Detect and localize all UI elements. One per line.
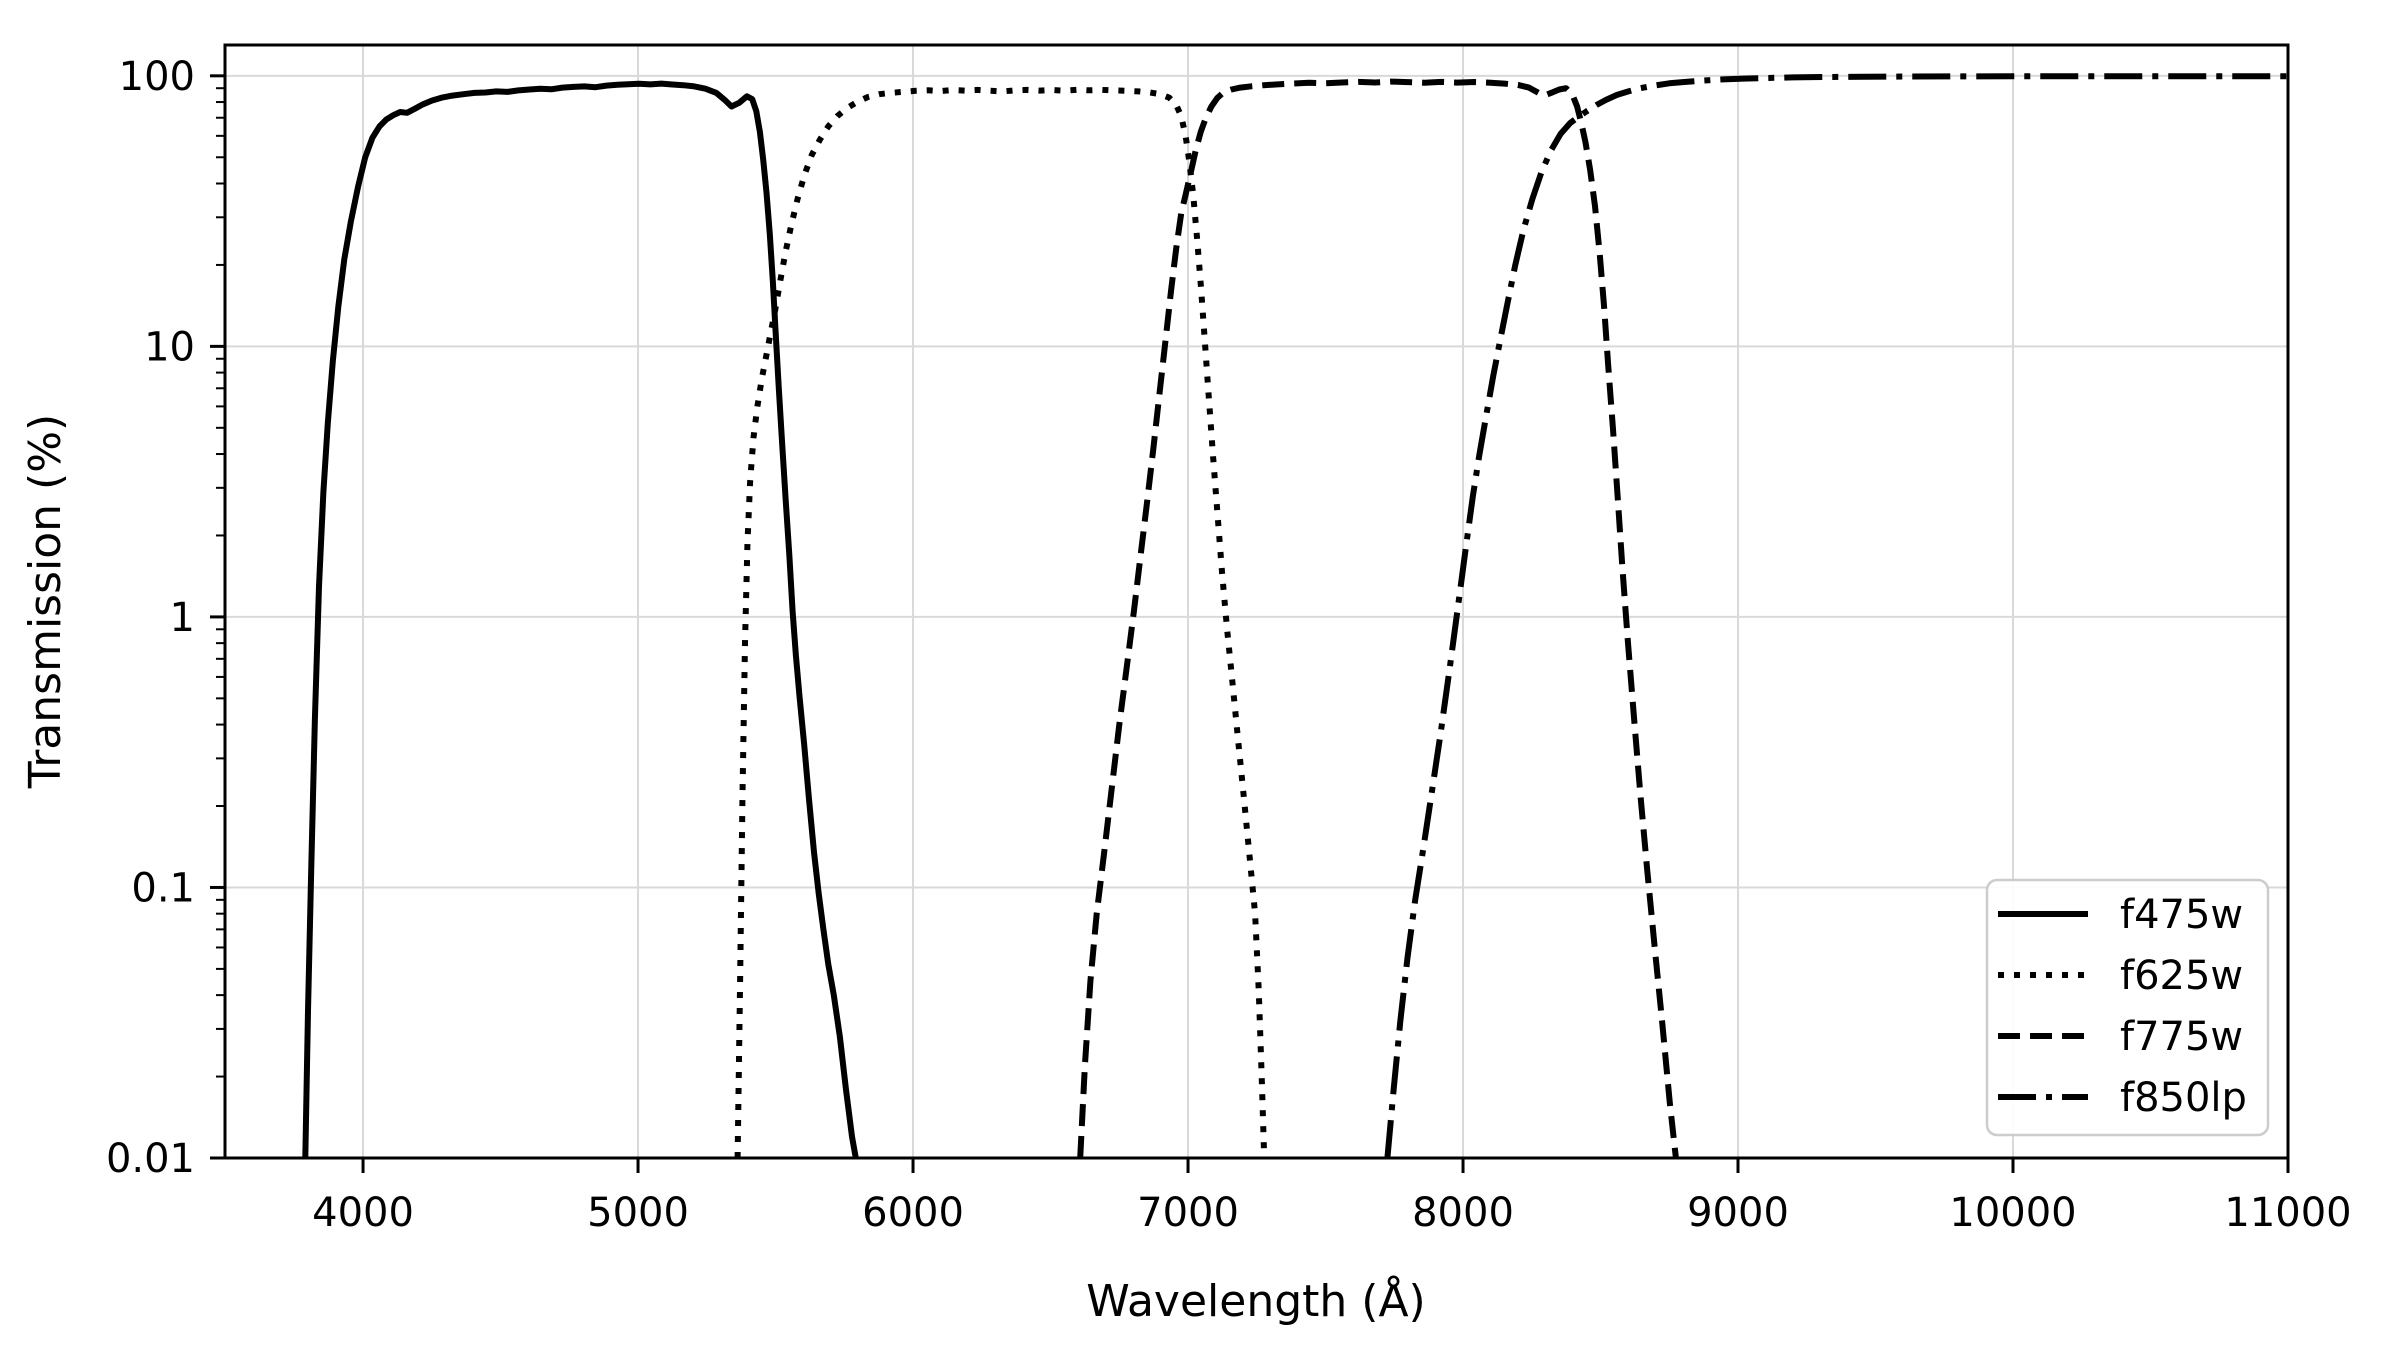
x-tick-label: 11000 xyxy=(2224,1190,2351,1236)
x-tick-label: 6000 xyxy=(862,1190,964,1236)
x-tick-label: 10000 xyxy=(1949,1190,2076,1236)
y-tick-label: 0.1 xyxy=(131,865,195,911)
x-tick-label: 7000 xyxy=(1137,1190,1239,1236)
series-f625w-line xyxy=(734,86,1268,1159)
series-f850lp-line xyxy=(1384,73,2288,1159)
series-f475w-line xyxy=(302,80,859,1159)
y-axis-label: Transmission (%) xyxy=(20,414,71,789)
x-axis-label: Wavelength (Å) xyxy=(1086,1274,1425,1327)
legend-label-f625w: f625w xyxy=(2120,953,2243,999)
grid-lines xyxy=(225,45,2289,1159)
plot-border xyxy=(223,43,2290,1160)
x-tick-label: 8000 xyxy=(1412,1190,1514,1236)
x-tick-label: 9000 xyxy=(1687,1190,1789,1236)
y-tick-label: 0.01 xyxy=(106,1136,195,1182)
legend: f475w f625w f775w f850lp xyxy=(1985,878,2270,1137)
x-tick-label: 5000 xyxy=(587,1190,689,1236)
series-f775w-line xyxy=(1077,78,1679,1159)
legend-box xyxy=(1985,878,2270,1137)
x-tick-label: 4000 xyxy=(312,1190,414,1236)
y-tick-label: 10 xyxy=(144,324,195,370)
legend-label-f850lp: f850lp xyxy=(2120,1075,2247,1121)
legend-label-f475w: f475w xyxy=(2120,892,2243,938)
axes: 4000 5000 6000 7000 8000 9000 10000 11000 100 10 1… xyxy=(106,43,2352,1236)
y-tick-label: 100 xyxy=(119,54,195,100)
y-tick-label: 1 xyxy=(170,595,195,641)
curves xyxy=(302,73,2288,1159)
legend-label-f775w: f775w xyxy=(2120,1014,2243,1060)
